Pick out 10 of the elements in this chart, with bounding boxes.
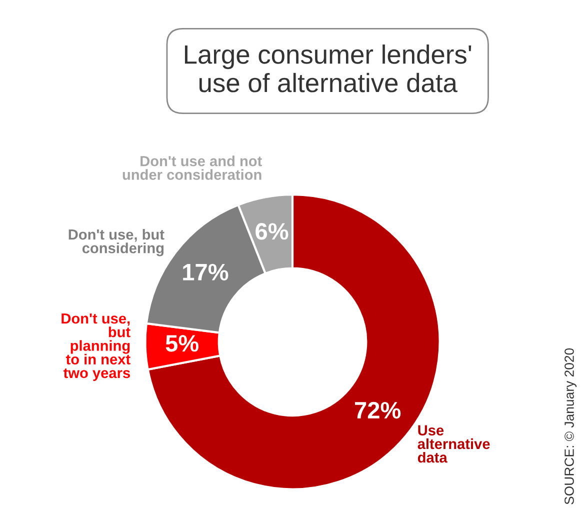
data-label: 6% [256, 223, 288, 240]
slice-label: Don't use and not under consideration [122, 156, 262, 180]
data-label: 72% [355, 402, 401, 419]
slice-label: Don't use, but considering [68, 228, 164, 256]
slice-label: Use alternative data [418, 425, 490, 463]
data-label: 5% [166, 335, 199, 352]
source-note: SOURCE: © January 2020 [564, 348, 577, 504]
slice-label: Don't use, but planning to in next two years [62, 314, 130, 382]
chart-title: Large consumer lenders' use of alternative data [184, 44, 472, 92]
data-label: 17% [183, 264, 228, 280]
